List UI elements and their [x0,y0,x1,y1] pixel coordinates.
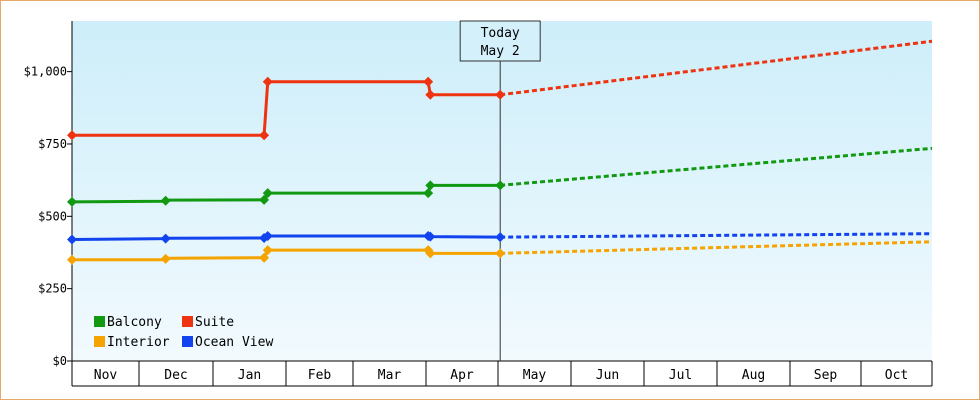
data-point-interior [160,253,171,264]
legend: Balcony Suite Interior Ocean View [94,315,273,350]
data-point-ocean-view [425,231,436,242]
y-tick-label: $750 [38,137,67,151]
legend-swatch-suite [182,316,193,327]
month-label: Feb [308,368,332,383]
legend-label-balcony: Balcony [107,315,162,330]
month-label: Apr [450,368,474,383]
legend-label-suite: Suite [195,315,234,330]
today-box [459,20,541,62]
data-point-balcony [160,195,171,206]
legend-swatch-interior [94,336,105,347]
month-label: Nov [94,368,118,383]
y-tick-label: $250 [38,282,67,296]
data-point-suite [259,130,270,141]
data-point-interior [425,248,436,259]
data-point-interior [495,248,506,259]
x-axis: Nov Dec Jan Feb Mar Apr May Jun Jul Aug Sep Oct [71,360,933,387]
month-label: Jul [669,368,692,383]
data-point-balcony [262,188,273,199]
data-point-interior [262,245,273,256]
today-marker: Today May 2 [459,20,541,361]
data-point-balcony [259,194,270,205]
data-point-suite [495,89,506,100]
data-point-balcony [425,180,436,191]
y-tick-label: $1,000 [24,65,67,79]
legend-swatch-ocean-view [182,336,193,347]
month-label: Jun [596,368,619,383]
month-label: Sep [814,368,838,383]
data-point-interior [67,254,77,265]
data-point-suite [262,76,273,87]
series-layer [67,39,933,265]
data-point-suite [423,76,434,87]
data-point-ocean-view [67,234,77,245]
data-point-interior [259,252,270,263]
data-point-balcony [423,188,434,199]
data-point-suite [425,89,436,100]
legend-swatch-balcony [94,316,105,327]
forecast-line-suite [500,39,933,97]
month-label: Mar [378,368,402,383]
today-label: Today [481,26,520,41]
legend-label-ocean-view: Ocean View [195,335,273,350]
series-line-suite [72,80,501,137]
y-tick-label: $500 [38,209,67,223]
month-label: Jan [238,368,261,383]
month-label: May [523,368,547,383]
plot-background [72,21,932,361]
month-label: Aug [742,368,765,383]
today-date: May 2 [481,44,520,59]
data-point-balcony [495,180,506,191]
month-label: Dec [164,368,187,383]
month-label: Oct [885,368,908,383]
legend-label-interior: Interior [107,335,170,350]
forecast-line-balcony [500,146,933,187]
y-axis: $0 $250 $500 $750 $1,000 [24,21,73,368]
data-point-ocean-view [262,230,273,241]
data-point-ocean-view [495,232,506,243]
data-point-suite [67,130,77,141]
y-tick-label: $0 [53,354,67,368]
data-point-ocean-view [160,233,171,244]
data-point-balcony [67,196,77,207]
